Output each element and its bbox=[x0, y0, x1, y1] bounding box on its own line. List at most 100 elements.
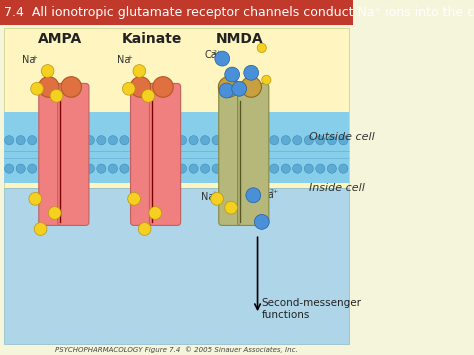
Circle shape bbox=[166, 136, 175, 145]
Circle shape bbox=[143, 164, 152, 173]
Circle shape bbox=[281, 164, 291, 173]
Text: Kainate: Kainate bbox=[121, 32, 182, 46]
Circle shape bbox=[339, 164, 348, 173]
Circle shape bbox=[50, 89, 63, 102]
Circle shape bbox=[166, 164, 175, 173]
Circle shape bbox=[48, 207, 61, 219]
Text: NMDA: NMDA bbox=[216, 32, 264, 46]
Circle shape bbox=[74, 136, 83, 145]
Circle shape bbox=[85, 164, 94, 173]
Circle shape bbox=[62, 136, 72, 145]
Circle shape bbox=[189, 164, 198, 173]
Circle shape bbox=[27, 136, 37, 145]
Ellipse shape bbox=[219, 77, 239, 97]
Circle shape bbox=[131, 136, 140, 145]
Circle shape bbox=[16, 164, 25, 173]
Circle shape bbox=[270, 164, 279, 173]
Circle shape bbox=[155, 136, 164, 145]
Circle shape bbox=[246, 188, 261, 203]
Circle shape bbox=[235, 164, 244, 173]
Circle shape bbox=[327, 136, 337, 145]
Circle shape bbox=[224, 164, 233, 173]
Text: Na: Na bbox=[22, 55, 36, 65]
Circle shape bbox=[255, 214, 269, 229]
Circle shape bbox=[225, 201, 237, 214]
Text: Na: Na bbox=[201, 192, 215, 202]
Circle shape bbox=[138, 223, 151, 235]
Circle shape bbox=[142, 89, 155, 102]
Circle shape bbox=[201, 164, 210, 173]
Circle shape bbox=[293, 136, 302, 145]
Ellipse shape bbox=[61, 77, 82, 97]
Circle shape bbox=[262, 75, 271, 84]
Circle shape bbox=[293, 164, 302, 173]
Circle shape bbox=[120, 136, 129, 145]
Text: Ca: Ca bbox=[261, 190, 274, 200]
Circle shape bbox=[212, 136, 221, 145]
Circle shape bbox=[16, 136, 25, 145]
Circle shape bbox=[39, 164, 48, 173]
Text: Ca: Ca bbox=[205, 50, 218, 60]
Circle shape bbox=[215, 51, 230, 66]
Text: +: + bbox=[150, 188, 156, 193]
Text: 7.4  All ionotropic glutamate receptor channels conduct Na⁺ ions into the cell: 7.4 All ionotropic glutamate receptor ch… bbox=[3, 6, 474, 19]
Circle shape bbox=[225, 67, 239, 82]
Circle shape bbox=[149, 207, 162, 219]
Circle shape bbox=[31, 82, 44, 95]
Circle shape bbox=[120, 164, 129, 173]
Circle shape bbox=[189, 136, 198, 145]
Circle shape bbox=[304, 164, 313, 173]
Text: Second-messenger
functions: Second-messenger functions bbox=[262, 298, 362, 320]
FancyBboxPatch shape bbox=[219, 83, 250, 225]
Circle shape bbox=[97, 164, 106, 173]
Text: AMPA: AMPA bbox=[38, 32, 82, 46]
FancyBboxPatch shape bbox=[149, 83, 181, 225]
Circle shape bbox=[246, 136, 256, 145]
Circle shape bbox=[327, 164, 337, 173]
Text: +: + bbox=[211, 191, 217, 197]
Circle shape bbox=[109, 136, 118, 145]
Circle shape bbox=[27, 164, 37, 173]
Ellipse shape bbox=[153, 77, 173, 97]
Circle shape bbox=[128, 192, 140, 205]
FancyBboxPatch shape bbox=[39, 83, 70, 225]
Circle shape bbox=[281, 136, 291, 145]
FancyBboxPatch shape bbox=[3, 28, 349, 188]
Circle shape bbox=[51, 136, 60, 145]
FancyBboxPatch shape bbox=[237, 83, 269, 225]
Circle shape bbox=[212, 164, 221, 173]
Circle shape bbox=[316, 164, 325, 173]
Circle shape bbox=[304, 136, 313, 145]
Circle shape bbox=[258, 164, 267, 173]
Circle shape bbox=[5, 136, 14, 145]
Circle shape bbox=[235, 136, 244, 145]
Text: Na: Na bbox=[141, 189, 154, 198]
Circle shape bbox=[29, 192, 42, 205]
Text: Outside cell: Outside cell bbox=[309, 132, 374, 142]
Circle shape bbox=[133, 65, 146, 77]
Circle shape bbox=[34, 223, 47, 235]
Circle shape bbox=[122, 82, 135, 95]
Circle shape bbox=[143, 136, 152, 145]
Text: 2+: 2+ bbox=[269, 189, 278, 194]
Circle shape bbox=[316, 136, 325, 145]
Circle shape bbox=[246, 164, 256, 173]
Text: +: + bbox=[126, 55, 132, 60]
Circle shape bbox=[219, 83, 234, 98]
Circle shape bbox=[39, 136, 48, 145]
Circle shape bbox=[201, 136, 210, 145]
Circle shape bbox=[270, 136, 279, 145]
FancyBboxPatch shape bbox=[3, 112, 349, 183]
Text: PSYCHOPHARMACOLOGY Figure 7.4  © 2005 Sinauer Associates, Inc.: PSYCHOPHARMACOLOGY Figure 7.4 © 2005 Sin… bbox=[55, 346, 298, 353]
Text: Na: Na bbox=[117, 55, 130, 65]
Circle shape bbox=[109, 164, 118, 173]
FancyBboxPatch shape bbox=[0, 0, 353, 25]
Circle shape bbox=[97, 136, 106, 145]
Circle shape bbox=[224, 136, 233, 145]
Text: 2+: 2+ bbox=[213, 50, 222, 55]
Text: Na: Na bbox=[48, 189, 61, 198]
Circle shape bbox=[232, 81, 246, 96]
Circle shape bbox=[155, 164, 164, 173]
Circle shape bbox=[339, 136, 348, 145]
FancyBboxPatch shape bbox=[3, 188, 349, 344]
